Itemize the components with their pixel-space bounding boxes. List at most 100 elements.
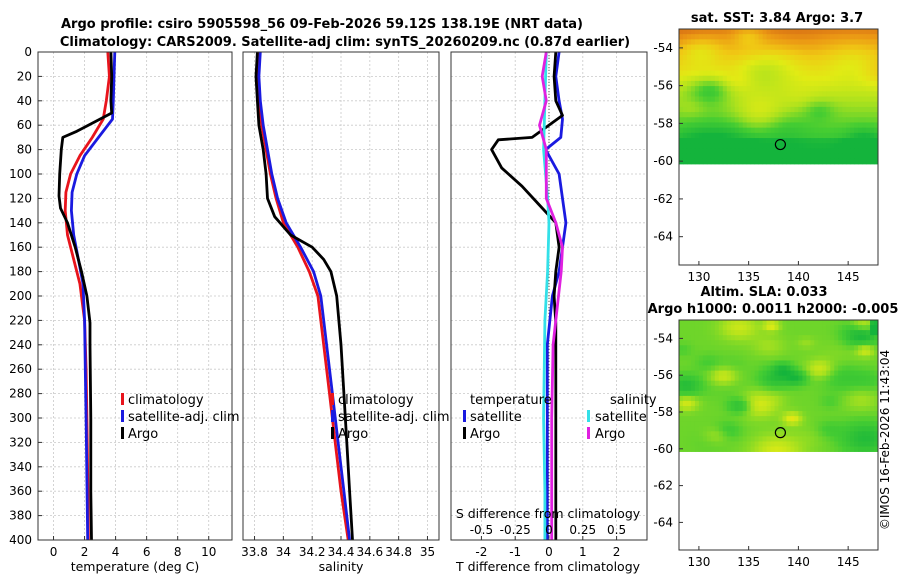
map-cell	[762, 441, 767, 447]
map-cell	[679, 375, 684, 382]
map-cell	[838, 330, 843, 336]
map-cell	[679, 330, 684, 336]
map-cell	[858, 411, 863, 417]
temperature-legend: climatology satellite-adj. clim Argo	[121, 393, 240, 442]
map-cell	[718, 112, 724, 118]
map-cell	[786, 148, 791, 155]
map-cell	[826, 86, 831, 92]
map-cell	[866, 29, 871, 35]
map-cell	[682, 335, 688, 341]
map-cell	[870, 91, 875, 97]
map-cell	[690, 132, 696, 139]
map-cell	[810, 380, 815, 387]
map-cell	[738, 320, 744, 326]
map-cell	[694, 96, 700, 103]
map-cell	[806, 411, 811, 417]
map-cell	[830, 370, 835, 377]
map-cell	[782, 395, 787, 402]
map-cell	[806, 86, 811, 92]
map-cell	[834, 370, 839, 377]
map-cell	[846, 360, 851, 366]
map-cell	[682, 148, 688, 155]
map-cell	[846, 385, 851, 392]
map-cell	[718, 86, 724, 92]
map-cell	[858, 390, 863, 397]
map-cell	[810, 446, 815, 452]
map-cell	[682, 375, 688, 382]
map-cell	[866, 411, 871, 417]
map-cell	[830, 54, 835, 61]
map-cell	[782, 360, 787, 366]
map-cell	[786, 138, 791, 144]
map-cell	[826, 335, 831, 341]
map-cell	[854, 436, 859, 442]
map-cell	[746, 365, 752, 371]
map-cell	[794, 153, 799, 160]
map-cell	[750, 350, 756, 356]
map-cell	[679, 117, 684, 123]
map-cell	[770, 127, 775, 134]
map-cell	[750, 360, 756, 366]
map-cell	[850, 112, 855, 118]
map-cell	[746, 106, 752, 113]
map-cell	[826, 80, 831, 87]
map-cell	[838, 91, 843, 97]
map-cell	[850, 44, 855, 51]
map-cell	[818, 385, 823, 392]
map-cell	[750, 355, 756, 361]
map-cell	[746, 441, 752, 447]
map-cell	[798, 421, 803, 427]
map-cell	[822, 431, 827, 437]
map-cell	[778, 29, 783, 35]
y-tick-label: 180	[9, 265, 32, 279]
map-cell	[838, 446, 843, 452]
map-cell	[854, 350, 859, 356]
map-cell	[762, 340, 767, 346]
map-cell	[714, 49, 720, 56]
map-cell	[782, 355, 787, 361]
map-cell	[826, 426, 831, 432]
map-cell	[842, 158, 847, 165]
map-cell	[774, 360, 779, 366]
map-cell	[686, 122, 692, 129]
map-cell	[774, 153, 779, 160]
map-cell	[838, 39, 843, 45]
map-cell	[802, 96, 807, 103]
map-cell	[774, 132, 779, 139]
map-cell	[750, 375, 756, 382]
map-cell	[766, 106, 771, 113]
map-cell	[830, 345, 835, 351]
map-cell	[806, 49, 811, 56]
map-cell	[679, 380, 684, 387]
map-cell	[766, 406, 771, 412]
map-cell	[826, 350, 831, 356]
map-cell	[706, 65, 712, 71]
map-cell	[758, 385, 763, 392]
map-cell	[702, 385, 708, 392]
map-cell	[858, 340, 863, 346]
map-cell	[774, 91, 779, 97]
map-cell	[862, 400, 867, 407]
map-cell	[810, 29, 815, 35]
map-cell	[782, 101, 787, 108]
map-cells	[679, 29, 879, 165]
map-cell	[802, 65, 807, 71]
argo-position-marker	[774, 138, 786, 151]
map-cell	[814, 335, 819, 341]
map-cell	[706, 350, 712, 356]
map-cell	[874, 395, 879, 402]
map-cell	[818, 112, 823, 118]
map-cell	[714, 112, 720, 118]
map-cell	[874, 96, 879, 103]
map-cell	[862, 416, 867, 422]
map-cell	[722, 106, 728, 113]
map-cell	[818, 370, 823, 377]
map-cell	[714, 416, 720, 422]
map-cell	[762, 375, 767, 382]
map-cell	[830, 411, 835, 417]
map-cell	[810, 436, 815, 442]
map-cell	[790, 153, 795, 160]
map-cell	[734, 80, 740, 87]
map-cell	[679, 320, 684, 326]
map-cell	[822, 421, 827, 427]
